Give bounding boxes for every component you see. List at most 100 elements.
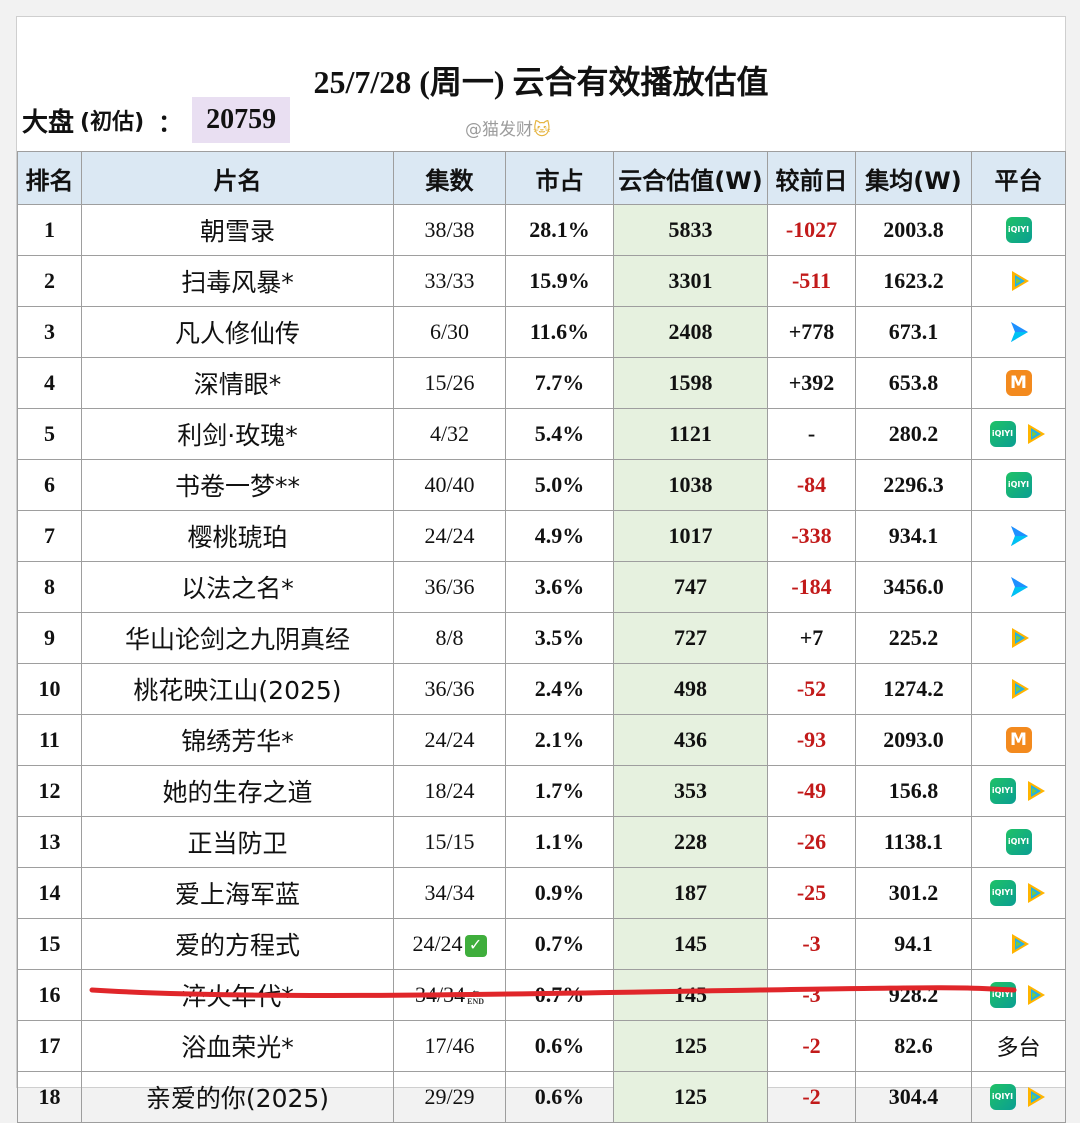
average-cell-text: 653.8 [888, 370, 939, 395]
header-value: 云合估值(W) [613, 151, 768, 205]
platform-cell [971, 918, 1066, 970]
title-cell: 朝雪录 [81, 204, 394, 256]
value-cell: 1121 [613, 408, 768, 460]
average-cell-text: 156.8 [888, 778, 939, 803]
rank-cell: 11 [17, 714, 82, 766]
iqiyi-logo-icon: iQIYI [989, 421, 1016, 447]
episodes-cell-text: 33/33 [424, 268, 475, 293]
title-cell-text: 桃花映江山(2025) [133, 676, 342, 705]
rank-cell-text: 12 [38, 778, 61, 803]
iqiyi-logo-icon: iQIYI [989, 778, 1016, 804]
episodes-cell-text: 36/36 [424, 574, 475, 599]
average-cell: 82.6 [855, 1020, 972, 1072]
average-cell-text: 304.4 [888, 1084, 939, 1109]
share-cell-text: 1.1% [534, 829, 585, 854]
change-cell-text: -26 [796, 829, 827, 854]
title-cell-text: 华山论剑之九阴真经 [124, 625, 350, 654]
header-episodes: 集数 [393, 151, 506, 205]
rank-cell: 17 [17, 1020, 82, 1072]
rank-cell: 2 [17, 255, 82, 307]
change-cell-text: - [807, 421, 816, 446]
rank-cell-text: 17 [38, 1033, 61, 1058]
table-row: 11 锦绣芳华* 24/24 2.1% 436 -93 2093.0 [17, 714, 1066, 766]
title-cell: 亲爱的你(2025) [81, 1071, 394, 1123]
change-cell: -2 [767, 1071, 856, 1123]
title-cell: 桃花映江山(2025) [81, 663, 394, 715]
title-cell-text: 以法之名* [181, 574, 294, 603]
title-cell: 凡人修仙传 [81, 306, 394, 358]
change-cell-text: -338 [791, 523, 832, 548]
value-cell: 1038 [613, 459, 768, 511]
episodes-cell: 36/36 [393, 663, 506, 715]
share-cell: 2.4% [505, 663, 614, 715]
value-cell-text: 187 [674, 880, 707, 905]
title-cell-text: 亲爱的你(2025) [145, 1084, 330, 1113]
average-cell: 928.2 [855, 969, 972, 1021]
value-cell: 125 [613, 1071, 768, 1123]
share-cell-text: 5.0% [534, 472, 585, 497]
value-cell: 187 [613, 867, 768, 919]
rank-cell-text: 1 [44, 217, 55, 242]
episodes-cell-text: 6/30 [429, 319, 470, 344]
share-cell: 4.9% [505, 510, 614, 562]
episodes-cell-text: 38/38 [424, 217, 475, 242]
title-cell: 爱的方程式 [81, 918, 394, 970]
iqiyi-logo-icon: iQIYI [1005, 217, 1032, 243]
value-cell: 145 [613, 969, 768, 1021]
header-average: 集均(W) [855, 151, 972, 205]
average-cell-text: 301.2 [888, 880, 939, 905]
value-cell-text: 727 [674, 625, 707, 650]
value-cell-text: 5833 [668, 217, 713, 242]
average-cell-text: 82.6 [894, 1033, 933, 1058]
title-cell: 爱上海军蓝 [81, 867, 394, 919]
table-header-row: 排名 片名 集数 市占 云合估值(W) 较前日 集均(W) 平台 [17, 151, 1066, 205]
share-cell-text: 7.7% [534, 370, 585, 395]
average-cell: 1138.1 [855, 816, 972, 868]
watermark-text: @猫发财 [465, 120, 533, 140]
check-mark-icon: ✓ [464, 934, 487, 957]
share-cell-text: 0.6% [534, 1033, 585, 1058]
change-cell: -49 [767, 765, 856, 817]
value-cell: 1598 [613, 357, 768, 409]
header-rank: 排名 [17, 151, 82, 205]
episodes-cell: 40/40 [393, 459, 506, 511]
title-cell: 扫毒风暴* [81, 255, 394, 307]
rank-cell: 14 [17, 867, 82, 919]
value-cell-text: 1038 [668, 472, 713, 497]
episodes-cell-text: 24/24 [424, 523, 475, 548]
table-row: 15 爱的方程式 24/24 ✓ 0.7% 145 -3 94.1 [17, 918, 1066, 970]
ranking-table: 排名 片名 集数 市占 云合估值(W) 较前日 集均(W) 平台 1 朝雪录 38/… [17, 151, 1066, 1123]
share-cell: 2.1% [505, 714, 614, 766]
rank-cell-text: 15 [38, 931, 61, 956]
episodes-cell: 29/29 [393, 1071, 506, 1123]
rank-cell-text: 6 [44, 472, 55, 497]
change-cell-text: -52 [796, 676, 827, 701]
youku-logo-icon [1006, 523, 1032, 549]
rank-cell: 13 [17, 816, 82, 868]
iqiyi-logo-icon: iQIYI [989, 880, 1016, 906]
change-cell: -52 [767, 663, 856, 715]
episodes-cell: 4/32 [393, 408, 506, 460]
value-cell-text: 3301 [668, 268, 713, 293]
title-cell-text: 她的生存之道 [162, 778, 313, 807]
share-cell-text: 28.1% [529, 217, 590, 242]
value-cell: 353 [613, 765, 768, 817]
rank-cell: 6 [17, 459, 82, 511]
table-row: 14 爱上海军蓝 34/34 0.9% 187 -25 301.2 iQIYI [17, 867, 1066, 919]
rank-cell-text: 11 [39, 727, 60, 752]
episodes-cell: 34/34 [393, 867, 506, 919]
share-cell: 15.9% [505, 255, 614, 307]
share-cell: 5.0% [505, 459, 614, 511]
episodes-cell: 36/36 [393, 561, 506, 613]
episodes-cell-text: 40/40 [424, 472, 475, 497]
table-row: 9 华山论剑之九阴真经 8/8 3.5% 727 +7 225.2 [17, 612, 1066, 664]
share-cell-text: 2.1% [534, 727, 585, 752]
iqiyi-logo-icon: iQIYI [1005, 829, 1032, 855]
iqiyi-logo-icon: iQIYI [989, 982, 1016, 1008]
change-cell: -511 [767, 255, 856, 307]
rank-cell: 16 [17, 969, 82, 1021]
average-cell: 156.8 [855, 765, 972, 817]
header-share: 市占 [505, 151, 614, 205]
change-cell-text: -184 [791, 574, 832, 599]
share-cell: 28.1% [505, 204, 614, 256]
